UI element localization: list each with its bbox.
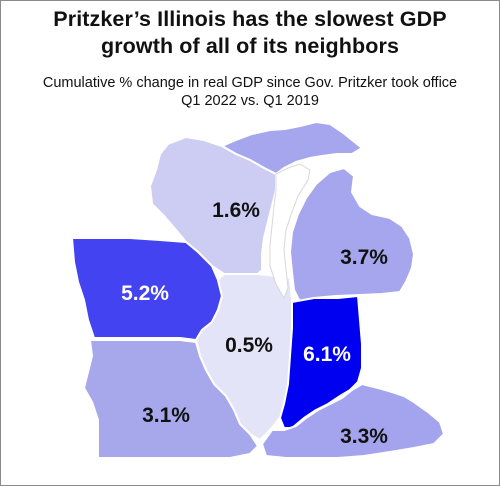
label-kentucky: 3.3%: [340, 425, 388, 448]
label-missouri: 3.1%: [142, 404, 190, 427]
state-wisconsin: [149, 136, 277, 275]
state-michigan-lower: [289, 167, 415, 303]
lake-michigan: [269, 163, 311, 300]
label-michigan: 3.7%: [340, 246, 388, 269]
page-title: Pritzker’s Illinois has the slowest GDP …: [0, 6, 500, 60]
label-indiana: 6.1%: [303, 343, 351, 366]
subtitle-line-2: Q1 2022 vs. Q1 2019: [181, 93, 319, 109]
label-wisconsin: 1.6%: [212, 199, 260, 222]
label-iowa: 5.2%: [121, 282, 169, 305]
label-illinois: 0.5%: [225, 334, 273, 357]
subtitle-line-1: Cumulative % change in real GDP since Go…: [42, 75, 458, 91]
page-subtitle: Cumulative % change in real GDP since Go…: [0, 74, 500, 110]
state-missouri: [83, 339, 259, 459]
title-line-2: growth of all of its neighbors: [100, 34, 400, 58]
state-kentucky: [261, 383, 445, 459]
title-line-1: Pritzker’s Illinois has the slowest GDP: [53, 7, 447, 31]
